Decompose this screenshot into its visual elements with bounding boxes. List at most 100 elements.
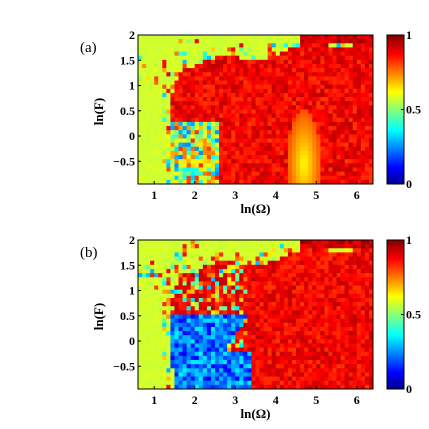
- heatmap-cell: [364, 88, 370, 94]
- heatmap-cell: [316, 39, 321, 44]
- heatmap-cell: [142, 260, 147, 266]
- heatmap-cell: [210, 175, 216, 181]
- heatmap-cell: [198, 380, 204, 386]
- heatmap-cell: [300, 306, 305, 311]
- heatmap-cell: [251, 80, 256, 86]
- heatmap-cell: [214, 256, 220, 262]
- heatmap-cell: [166, 322, 171, 328]
- heatmap-cell: [142, 248, 147, 253]
- heatmap-cell: [340, 175, 346, 181]
- heatmap-cell: [186, 285, 192, 291]
- heatmap-cell: [158, 72, 163, 77]
- heatmap-cell: [198, 138, 204, 144]
- heatmap-cell: [364, 51, 370, 57]
- heatmap-cell: [138, 355, 143, 361]
- heatmap-cell: [275, 355, 281, 361]
- heatmap-cell: [275, 364, 281, 369]
- heatmap-cell: [283, 302, 289, 307]
- heatmap-cell: [336, 248, 341, 253]
- heatmap-cell: [300, 310, 305, 315]
- heatmap-cell: [178, 368, 183, 373]
- heatmap-cell: [170, 35, 175, 40]
- heatmap-cell: [227, 92, 232, 98]
- heatmap-cell: [364, 273, 370, 278]
- heatmap-cell: [186, 97, 192, 102]
- heatmap-cell: [178, 84, 183, 90]
- heatmap-cell: [271, 297, 277, 303]
- heatmap-cell: [158, 51, 163, 57]
- heatmap-cell: [150, 273, 155, 278]
- heatmap-cell: [194, 260, 200, 266]
- heatmap-cell: [150, 384, 155, 390]
- heatmap-cell: [142, 355, 147, 361]
- heatmap-cell: [328, 240, 333, 245]
- heatmap-cell: [263, 126, 269, 131]
- heatmap-cell: [320, 175, 325, 181]
- heatmap-cell: [316, 163, 321, 168]
- heatmap-cell: [312, 384, 317, 390]
- heatmap-cell: [182, 372, 188, 377]
- heatmap-cell: [287, 134, 293, 139]
- heatmap-cell: [162, 59, 167, 65]
- heatmap-cell: [352, 84, 358, 90]
- heatmap-cell: [340, 134, 346, 139]
- heatmap-cell: [243, 179, 248, 185]
- heatmap-cell: [243, 240, 248, 245]
- heatmap-cell: [308, 97, 313, 102]
- heatmap-cell: [263, 360, 269, 365]
- heatmap-cell: [283, 264, 289, 270]
- heatmap-cell: [360, 256, 366, 262]
- heatmap-cell: [182, 150, 188, 156]
- heatmap-cell: [162, 364, 167, 369]
- heatmap-cell: [202, 355, 208, 361]
- heatmap-cell: [356, 55, 362, 61]
- heatmap-cell: [162, 155, 167, 160]
- heatmap-cell: [259, 39, 265, 44]
- heatmap-cell: [227, 43, 232, 48]
- heatmap-cell: [206, 167, 212, 172]
- heatmap-cell: [186, 277, 192, 282]
- heatmap-cell: [291, 155, 297, 160]
- heatmap-cell: [154, 121, 159, 127]
- heatmap-cell: [352, 293, 358, 299]
- heatmap-cell: [219, 142, 224, 148]
- heatmap-cell: [267, 351, 273, 357]
- heatmap-cell: [328, 380, 333, 386]
- heatmap-cell: [243, 306, 248, 311]
- heatmap-cell: [368, 244, 374, 249]
- heatmap-cell: [202, 130, 208, 135]
- heatmap-cell: [166, 142, 171, 148]
- heatmap-cell: [304, 138, 309, 144]
- heatmap-cell: [227, 84, 232, 90]
- heatmap-cell: [202, 47, 208, 52]
- heatmap-cell: [170, 297, 175, 303]
- heatmap-cell: [206, 289, 212, 295]
- heatmap-cell: [227, 134, 232, 139]
- heatmap-cell: [312, 92, 317, 98]
- heatmap-cell: [344, 277, 350, 282]
- heatmap-cell: [142, 277, 147, 282]
- heatmap-cell: [283, 43, 289, 48]
- heatmap-cell: [154, 117, 159, 123]
- heatmap-cell: [259, 302, 265, 307]
- heatmap-cell: [182, 59, 188, 65]
- heatmap-cell: [348, 179, 354, 185]
- heatmap-cell: [174, 364, 179, 369]
- heatmap-cell: [340, 285, 346, 291]
- heatmap-cell: [332, 150, 337, 156]
- heatmap-cell: [308, 310, 313, 315]
- heatmap-cell: [275, 167, 281, 172]
- heatmap-cell: [247, 97, 252, 102]
- heatmap-cell: [223, 130, 228, 135]
- heatmap-cell: [340, 55, 346, 61]
- heatmap-cell: [166, 35, 171, 40]
- heatmap-cell: [344, 88, 350, 94]
- heatmap-cell: [146, 105, 151, 110]
- heatmap-cell: [360, 240, 366, 245]
- heatmap-cell: [186, 281, 192, 286]
- heatmap-cell: [223, 63, 228, 69]
- heatmap-cell: [170, 92, 175, 98]
- heatmap-cell: [219, 159, 224, 164]
- heatmap-cell: [259, 113, 265, 119]
- heatmap-cell: [170, 355, 175, 361]
